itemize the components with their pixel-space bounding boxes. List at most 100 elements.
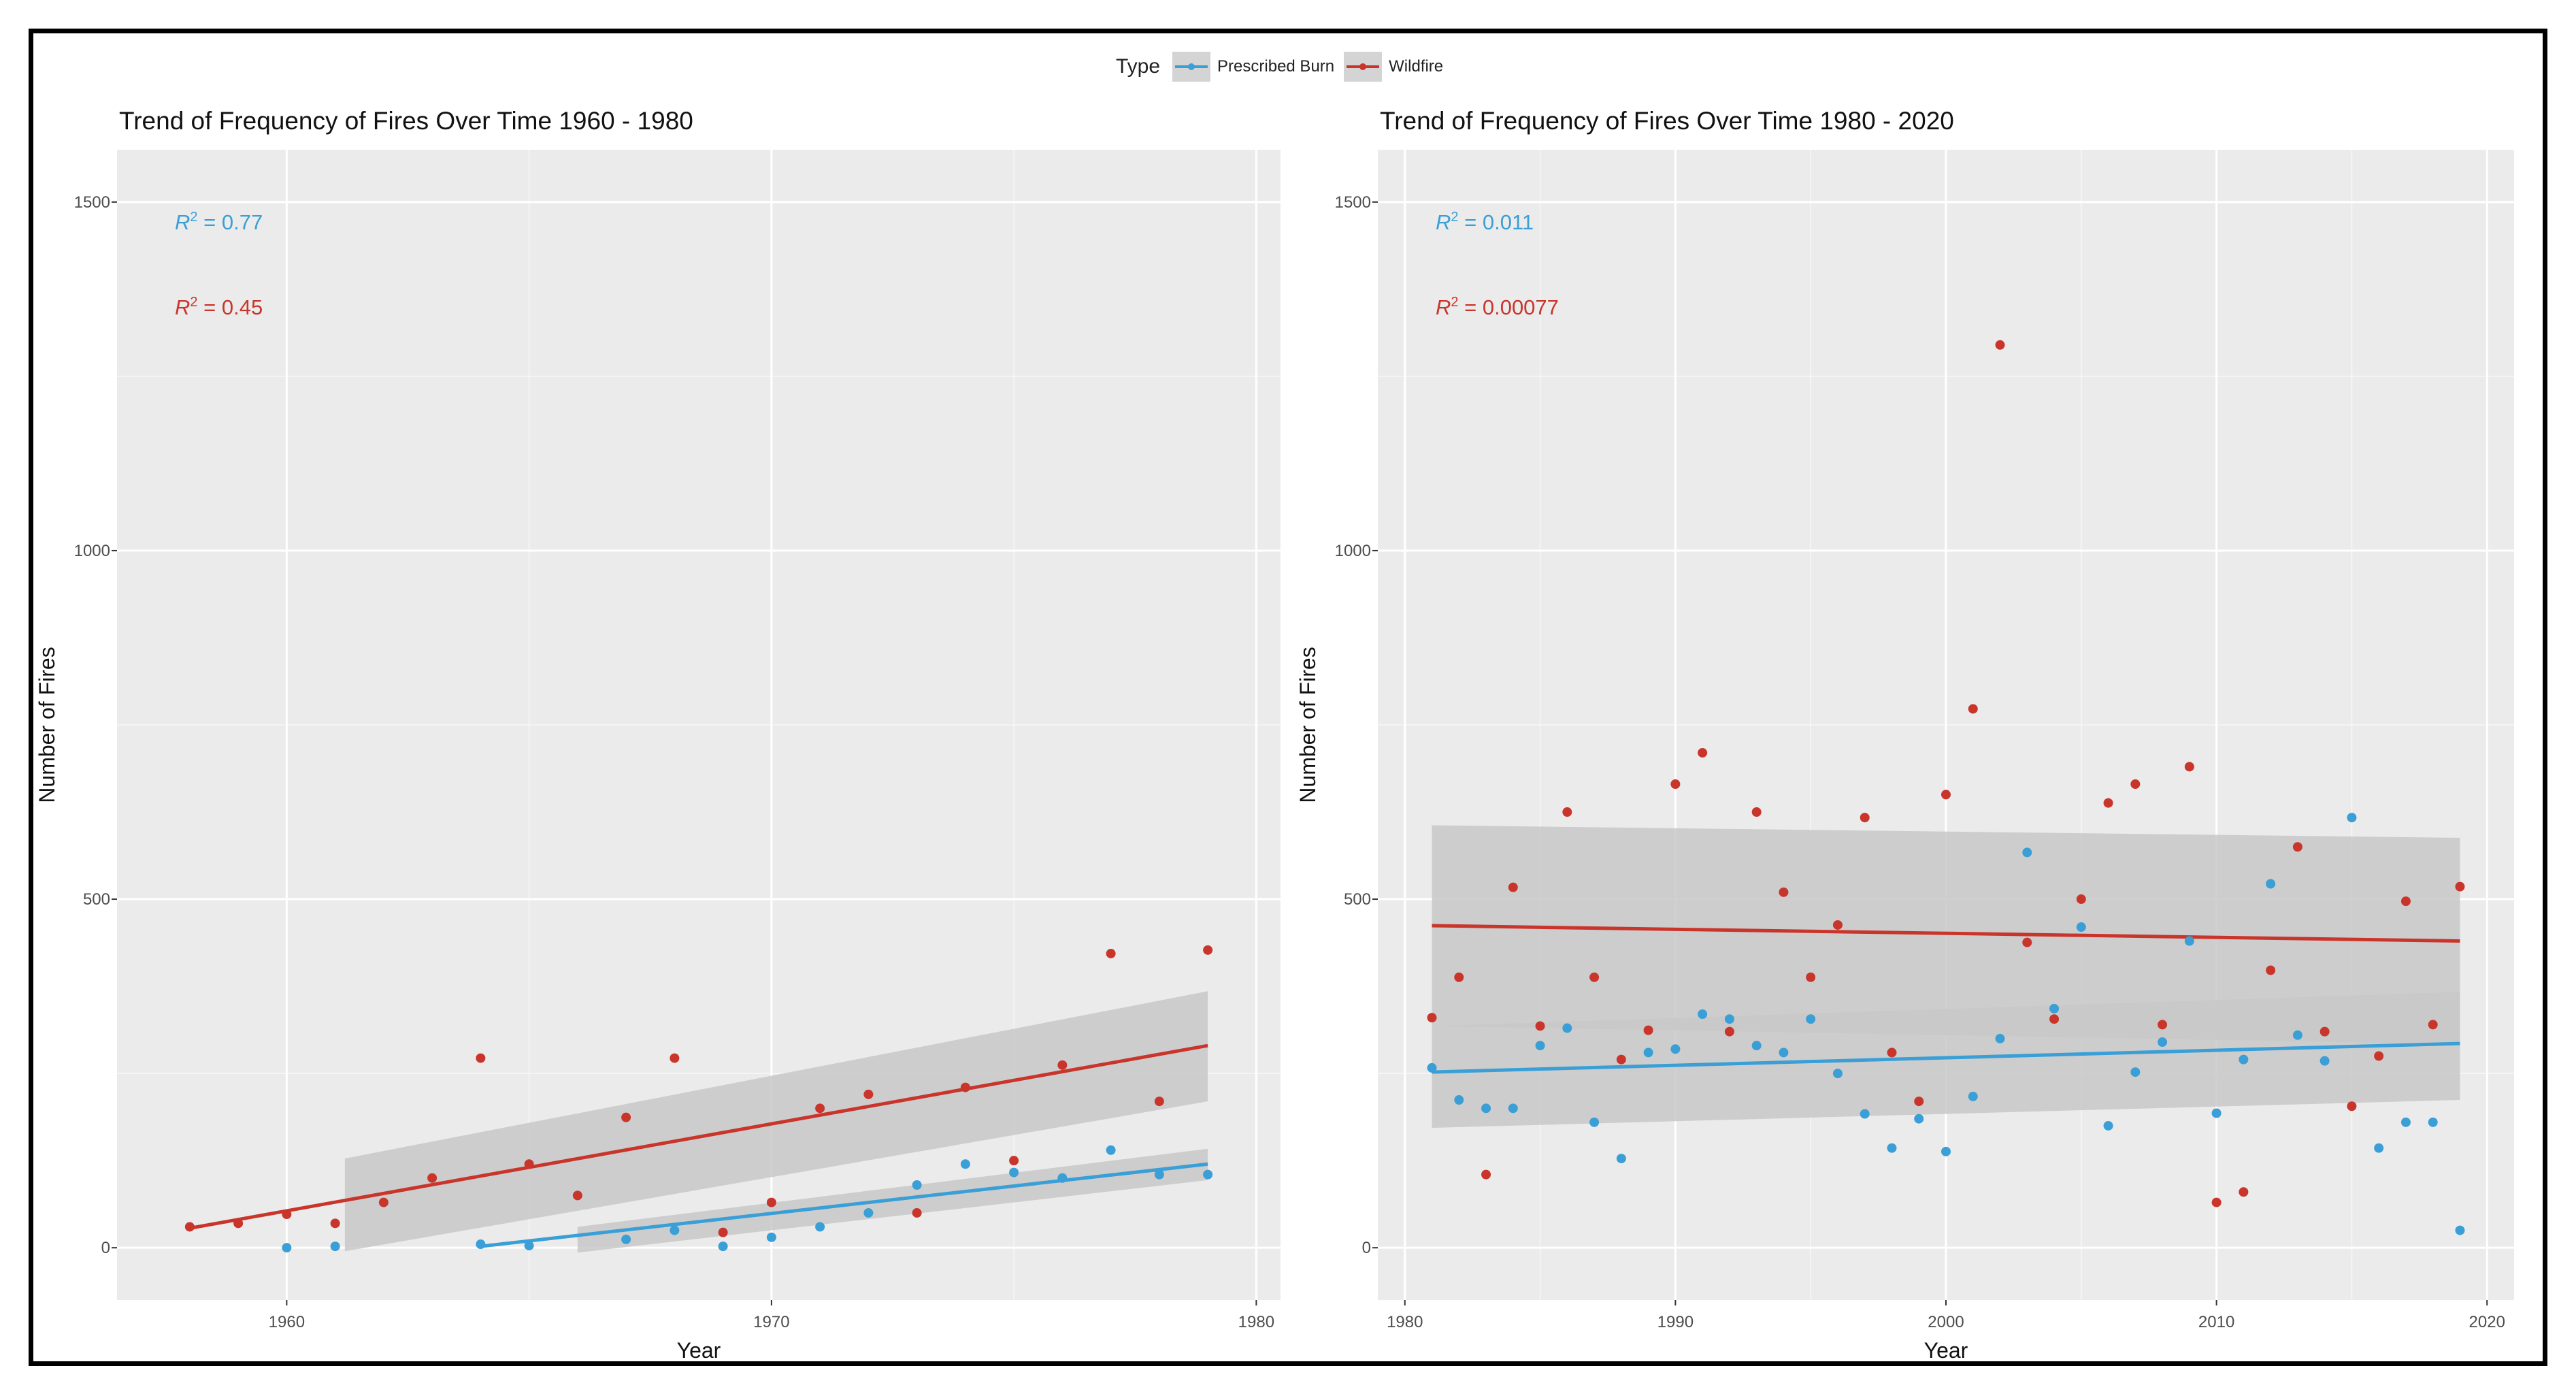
data-point-wildfire bbox=[1481, 1169, 1491, 1180]
y-tick-label: 1500 bbox=[74, 193, 110, 212]
data-point-wildfire bbox=[2292, 842, 2302, 852]
legend: Type Prescribed Burn Wildfire bbox=[1116, 52, 1453, 82]
data-point-wildfire bbox=[2130, 779, 2141, 790]
data-point-wildfire bbox=[670, 1053, 680, 1063]
data-point-wildfire bbox=[1427, 1013, 1437, 1023]
data-point-prescribed-burn bbox=[1995, 1033, 2005, 1043]
data-point-wildfire bbox=[1454, 972, 1464, 982]
data-point-wildfire bbox=[863, 1089, 874, 1099]
data-point-prescribed-burn bbox=[863, 1207, 874, 1218]
data-point-wildfire bbox=[1941, 790, 1951, 800]
y-tick-label: 500 bbox=[83, 890, 110, 909]
data-point-prescribed-burn bbox=[670, 1225, 680, 1235]
data-point-wildfire bbox=[2400, 896, 2411, 907]
data-point-prescribed-burn bbox=[1562, 1023, 1572, 1033]
legend-key-wildfire bbox=[1344, 52, 1383, 82]
data-point-prescribed-burn bbox=[1914, 1114, 1924, 1124]
data-point-wildfire bbox=[1751, 807, 1762, 817]
chart-1960-1980: 0 500 1000 1500 1960 1970 1980 R2 = 0.77 R2 = 0.… bbox=[35, 107, 1281, 1363]
data-point-wildfire bbox=[2184, 762, 2194, 772]
data-point-wildfire bbox=[2049, 1014, 2060, 1024]
data-point-prescribed-burn bbox=[2400, 1117, 2411, 1127]
data-point-wildfire bbox=[2158, 1020, 2168, 1030]
data-point-prescribed-burn bbox=[621, 1234, 631, 1244]
data-point-prescribed-burn bbox=[1751, 1041, 1762, 1051]
data-point-wildfire bbox=[1698, 747, 1708, 758]
data-point-wildfire bbox=[330, 1218, 340, 1229]
chart-title: Trend of Frequency of Fires Over Time 19… bbox=[1380, 107, 1954, 135]
data-point-wildfire bbox=[1154, 1097, 1164, 1107]
data-point-wildfire bbox=[1616, 1054, 1626, 1065]
data-point-prescribed-burn bbox=[2103, 1120, 2113, 1131]
data-point-prescribed-burn bbox=[2319, 1056, 2330, 1066]
data-point-prescribed-burn bbox=[1724, 1014, 1734, 1024]
x-tick-label: 1980 bbox=[1387, 1313, 1423, 1331]
trend-line-wildfire bbox=[1432, 924, 2460, 943]
trend-line-prescribed-burn bbox=[1432, 1041, 2460, 1074]
data-point-wildfire bbox=[2076, 894, 2086, 905]
data-point-wildfire bbox=[1968, 704, 1978, 714]
y-tick-label: 1000 bbox=[1335, 542, 1371, 560]
data-point-wildfire bbox=[1535, 1021, 1545, 1031]
data-point-prescribed-burn bbox=[2022, 847, 2032, 858]
data-point-prescribed-burn bbox=[2347, 813, 2357, 823]
chart-1980-2020: 0 500 1000 1500 1980 1990 2000 2010 2020 R2 = 0.0… bbox=[1295, 107, 2514, 1363]
data-point-prescribed-burn bbox=[2158, 1037, 2168, 1048]
data-point-prescribed-burn bbox=[2239, 1054, 2249, 1065]
x-tick-label: 1960 bbox=[269, 1313, 305, 1331]
x-axis-label: Year bbox=[677, 1338, 721, 1363]
x-axis-label: Year bbox=[1924, 1338, 1968, 1363]
data-point-prescribed-burn bbox=[2184, 936, 2194, 946]
data-point-prescribed-burn bbox=[1887, 1143, 1897, 1153]
x-tick-label: 2010 bbox=[2198, 1313, 2234, 1331]
data-point-wildfire bbox=[476, 1053, 486, 1063]
data-point-prescribed-burn bbox=[1454, 1095, 1464, 1105]
data-point-wildfire bbox=[1508, 882, 1518, 892]
data-point-wildfire bbox=[2266, 965, 2276, 975]
data-point-wildfire bbox=[1832, 920, 1843, 930]
data-point-prescribed-burn bbox=[1698, 1009, 1708, 1020]
data-point-prescribed-burn bbox=[1508, 1103, 1518, 1114]
data-point-prescribed-burn bbox=[1832, 1069, 1843, 1079]
data-point-wildfire bbox=[1589, 972, 1600, 982]
x-tick-label: 1990 bbox=[1657, 1313, 1694, 1331]
data-point-prescribed-burn bbox=[1670, 1044, 1681, 1054]
data-point-prescribed-burn bbox=[718, 1241, 728, 1252]
data-point-wildfire bbox=[1203, 945, 1213, 955]
data-point-prescribed-burn bbox=[1616, 1154, 1626, 1164]
data-point-wildfire bbox=[718, 1227, 728, 1237]
data-point-wildfire bbox=[233, 1218, 244, 1229]
r-squared-annotation: R2 = 0.45 bbox=[175, 295, 263, 319]
data-point-prescribed-burn bbox=[476, 1239, 486, 1250]
x-tick-label: 1970 bbox=[753, 1313, 789, 1331]
data-point-wildfire bbox=[2211, 1197, 2222, 1207]
data-point-prescribed-burn bbox=[282, 1243, 292, 1253]
data-point-wildfire bbox=[1643, 1025, 1653, 1035]
data-point-prescribed-burn bbox=[2374, 1143, 2384, 1153]
data-point-prescribed-burn bbox=[2266, 879, 2276, 889]
data-point-prescribed-burn bbox=[2428, 1117, 2438, 1127]
data-point-prescribed-burn bbox=[2130, 1067, 2141, 1077]
data-point-wildfire bbox=[1106, 948, 1116, 958]
data-point-prescribed-burn bbox=[1589, 1117, 1600, 1127]
y-tick-label: 0 bbox=[1362, 1239, 1371, 1257]
data-point-wildfire bbox=[1806, 972, 1816, 982]
x-tick-label: 2020 bbox=[2469, 1313, 2505, 1331]
data-point-prescribed-burn bbox=[1427, 1062, 1437, 1073]
data-point-prescribed-burn bbox=[1009, 1167, 1019, 1178]
data-point-wildfire bbox=[2455, 881, 2465, 892]
data-point-wildfire bbox=[960, 1082, 970, 1092]
data-point-wildfire bbox=[1670, 779, 1681, 790]
data-point-prescribed-burn bbox=[1203, 1169, 1213, 1180]
data-point-wildfire bbox=[1009, 1156, 1019, 1166]
legend-key-prescribed-burn bbox=[1172, 52, 1211, 82]
data-point-wildfire bbox=[1995, 340, 2005, 350]
data-point-wildfire bbox=[1887, 1048, 1897, 1058]
data-point-wildfire bbox=[2022, 937, 2032, 947]
data-point-wildfire bbox=[1562, 807, 1572, 817]
r-squared-annotation: R2 = 0.011 bbox=[1436, 210, 1534, 234]
y-axis-label: Number of Fires bbox=[1295, 647, 1320, 802]
data-point-prescribed-burn bbox=[1806, 1014, 1816, 1024]
data-point-prescribed-burn bbox=[1106, 1145, 1116, 1155]
data-point-prescribed-burn bbox=[2076, 922, 2086, 932]
